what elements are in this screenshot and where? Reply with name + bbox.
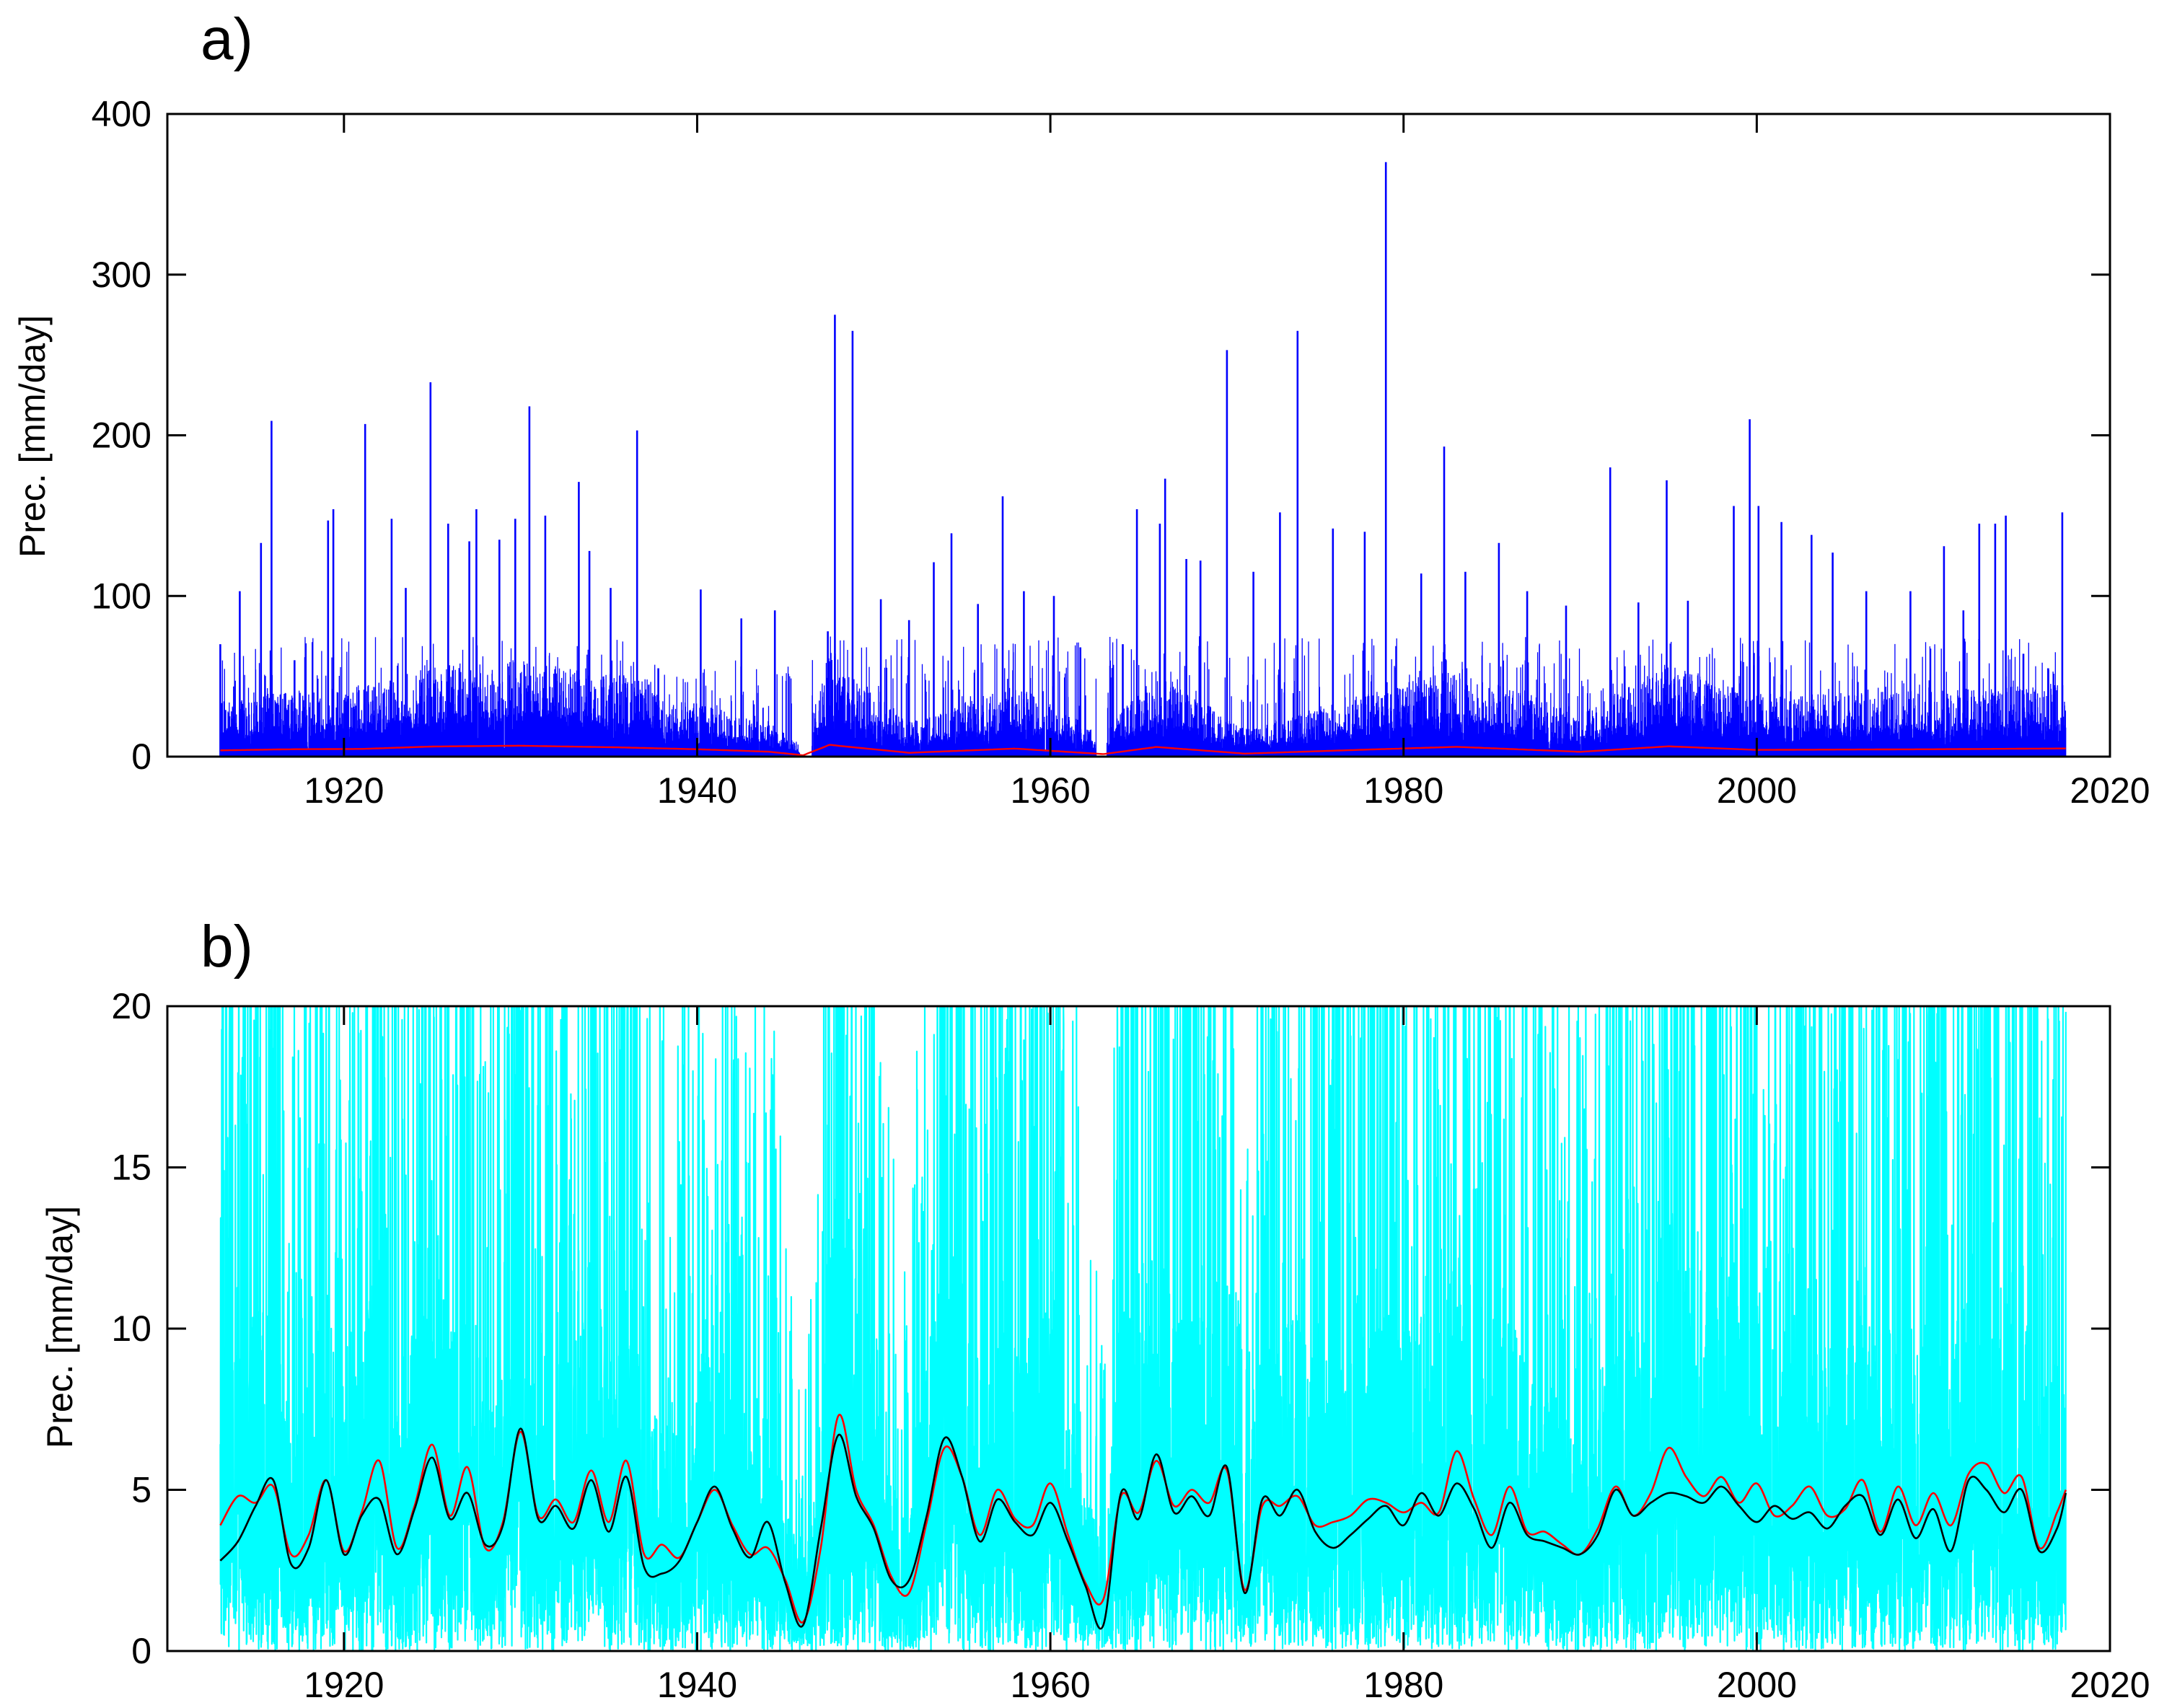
panel-b-daily-series (219, 1005, 2067, 1652)
panel-a: a) Prec. [mm/day] 1920 1940 1960 1980 2000 20… (12, 6, 2150, 811)
panel-a-smoothed-series (220, 744, 2066, 757)
panel-a-ytick-label: 0 (131, 736, 151, 777)
panel-b-ytick-label: 5 (131, 1470, 151, 1510)
panel-b-ylabel: Prec. [mm/day] (40, 1206, 80, 1448)
panel-a-axes: 1920 1940 1960 1980 2000 2020 0 100 200 300 400 (92, 94, 2150, 811)
panel-b-black-curve (219, 1427, 2067, 1630)
panel-a-xtick-label: 2000 (1717, 770, 1797, 811)
panel-b-xtick-label: 1960 (1010, 1665, 1090, 1705)
panel-a-xtick-label: 1920 (304, 770, 384, 811)
panel-a-daily-series (219, 162, 2067, 757)
panel-a-ytick-label: 300 (92, 255, 151, 295)
panel-b-xtick-label: 1940 (657, 1665, 737, 1705)
panel-b-daily-line (219, 1005, 2067, 1652)
panel-b: b) Prec. [mm/day] 1920 1940 1960 1980 2000 20… (40, 914, 2150, 1705)
panel-b-ytick-label: 10 (111, 1308, 151, 1349)
panel-b-xtick-label: 2000 (1717, 1665, 1797, 1705)
panel-a-ytick-label: 400 (92, 94, 151, 134)
panel-b-ytick-label: 20 (111, 986, 151, 1026)
panel-a-xtick-label: 2020 (2070, 770, 2150, 811)
panel-b-ytick-label: 15 (111, 1148, 151, 1188)
panel-a-xtick-label: 1980 (1363, 770, 1443, 811)
panel-a-xtick-label: 1960 (1010, 770, 1090, 811)
panel-b-xtick-label: 2020 (2070, 1665, 2150, 1705)
panel-b-label: b) (201, 914, 253, 980)
panel-b-ytick-label: 0 (131, 1631, 151, 1671)
panel-b-xtick-label: 1980 (1363, 1665, 1443, 1705)
panel-a-label: a) (201, 6, 253, 72)
panel-b-black-curve-line (219, 1427, 2067, 1630)
panel-a-ytick-label: 100 (92, 576, 151, 616)
panel-b-axes: 1920 1940 1960 1980 2000 2020 0 5 10 15 20 (111, 986, 2150, 1705)
panel-a-red-mean-line (220, 744, 2066, 757)
panel-a-ytick-label: 200 (92, 415, 151, 456)
panel-a-ylabel: Prec. [mm/day] (12, 315, 53, 558)
panel-a-xtick-label: 1940 (657, 770, 737, 811)
panel-b-xtick-label: 1920 (304, 1665, 384, 1705)
